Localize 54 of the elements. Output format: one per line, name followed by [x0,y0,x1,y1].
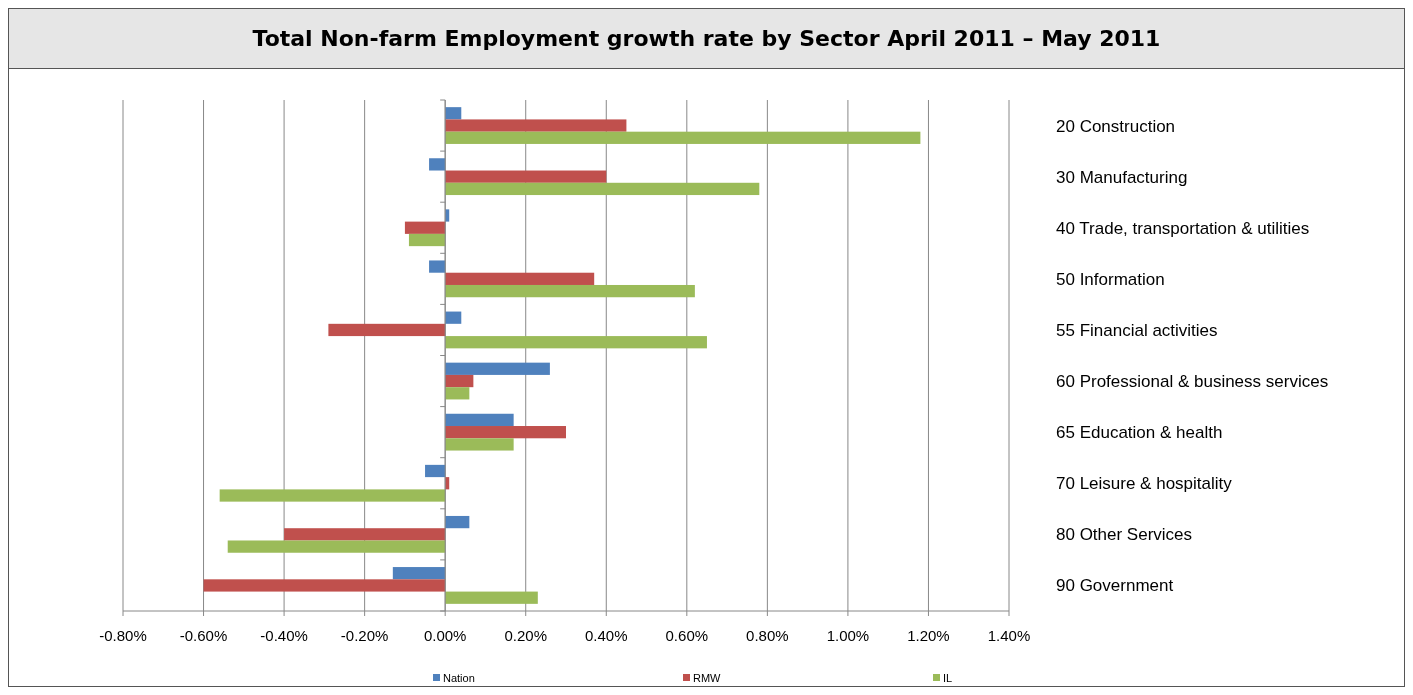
bar [445,387,470,400]
bar [445,272,595,285]
bar [404,221,446,234]
x-tick-label: 0.20% [504,627,547,644]
x-tick-label: 0.40% [585,627,628,644]
bar [445,336,707,349]
x-tick-label: 1.40% [987,627,1031,644]
bar [445,131,921,144]
bar [429,158,446,171]
bar [392,567,446,580]
legend-label: Nation [443,672,475,684]
bar [284,528,446,541]
bar [445,311,462,324]
bar [445,515,470,529]
bar [227,540,446,553]
bar [328,323,446,337]
bar [445,438,514,451]
y-tick-label: 90 Government [1056,576,1174,596]
bar [219,489,446,502]
y-tick-label: 65 Education & health [1056,423,1223,443]
legend-label: IL [943,672,953,684]
legend-label: RMW [693,672,722,684]
y-tick-label: 60 Professional & business services [1056,372,1329,392]
bar [445,119,627,132]
y-tick-label: 80 Other Services [1056,525,1193,545]
bar [203,579,446,592]
bar [445,170,607,183]
bar [445,374,474,388]
bar [408,233,446,247]
x-tick-label: 0.80% [746,627,789,644]
bar [425,464,446,478]
x-tick-label: 1.20% [907,627,950,644]
bar [445,182,760,196]
chart-title: Total Non-farm Employment growth rate by Sector April 2011 – May 2011 [252,26,1161,51]
y-tick-label: 70 Leisure & hospitality [1056,474,1233,494]
x-tick-label: -0.60% [179,627,228,644]
y-tick-label: 30 Manufacturing [1056,167,1188,187]
x-tick-label: 1.00% [826,627,870,644]
x-tick-label: 0.60% [665,627,709,644]
x-tick-label: -0.20% [340,627,389,644]
bar [445,107,462,120]
bar [429,260,446,273]
bar [445,362,550,375]
y-tick-label: 55 Financial activities [1056,320,1218,340]
bar [445,413,514,427]
x-tick-label: -0.80% [99,627,147,644]
bar [445,591,538,604]
x-tick-label: 0.00% [423,627,467,644]
y-tick-label: 50 Information [1056,269,1165,289]
x-tick-label: -0.40% [260,627,308,644]
y-tick-label: 20 Construction [1056,116,1176,136]
y-tick-label: 40 Trade, transportation & utilities [1056,218,1310,238]
bar [445,284,695,298]
bar [445,426,566,439]
